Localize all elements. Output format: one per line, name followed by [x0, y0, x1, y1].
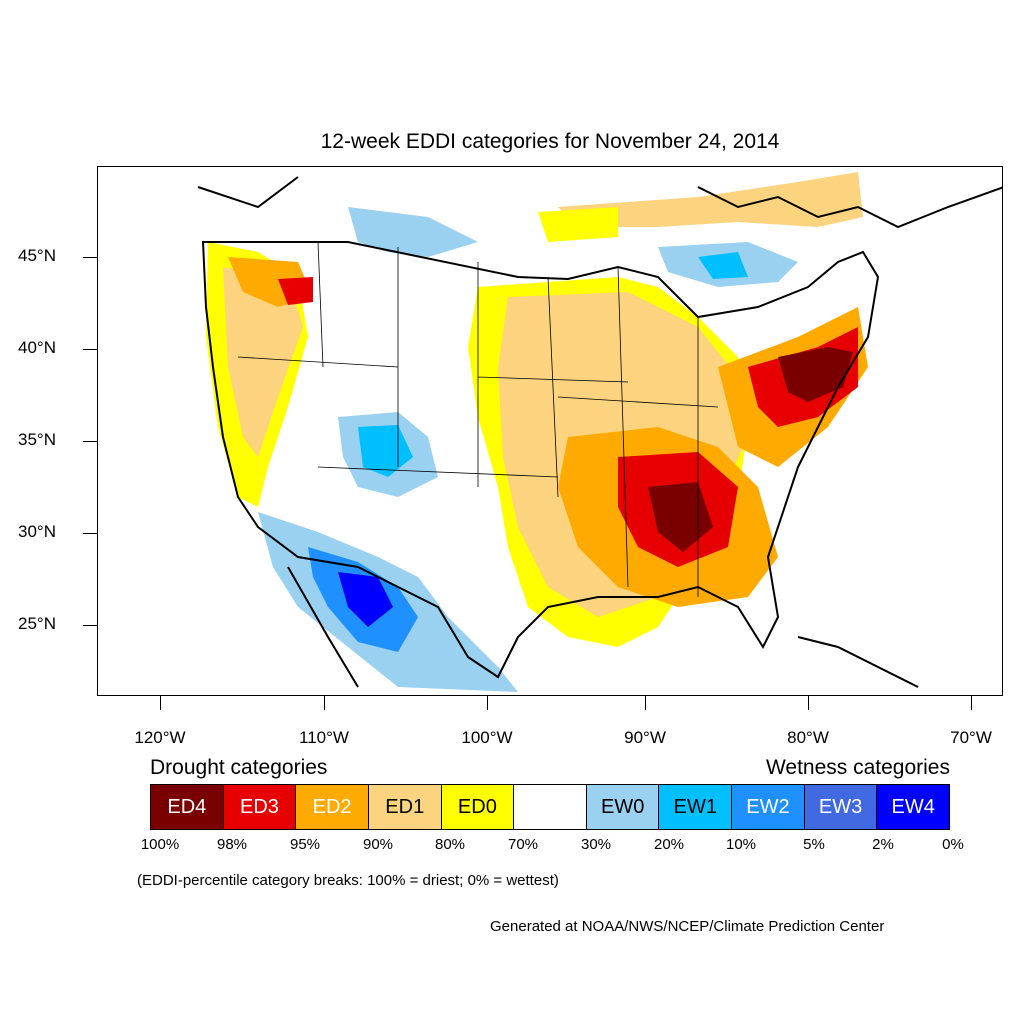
legend-box-ew2: EW2	[732, 785, 805, 829]
legend-box-ew0: EW0	[586, 785, 660, 829]
percent-break: 98%	[216, 836, 248, 853]
lon-label: 80°W	[787, 728, 829, 747]
wet-region-southwest-deepest	[338, 572, 393, 627]
legend-box-ed2: ED2	[296, 785, 369, 829]
legend-label: EW3	[818, 795, 863, 818]
legend-box-ew3: EW3	[804, 785, 878, 829]
legend-box-ed3: ED3	[223, 785, 297, 829]
drought-pacific-nw-ed3	[278, 277, 313, 305]
percent-break: 5%	[803, 836, 825, 853]
drought-heading: Drought categories	[150, 756, 328, 779]
percent-break: 90%	[362, 836, 394, 853]
legend-label: ED3	[240, 795, 279, 818]
state-lines	[237, 241, 719, 597]
percent-break: 30%	[580, 836, 612, 853]
wetness-heading: Wetness categories	[765, 756, 950, 779]
percent-break: 2%	[872, 836, 894, 853]
coastline-north	[197, 176, 1002, 229]
lon-label: 90°W	[624, 728, 666, 747]
lon-tick-120	[160, 696, 161, 710]
wet-region-rockies-core	[358, 425, 413, 477]
category-note: (EDDI-percentile category breaks: 100% =…	[137, 872, 559, 889]
legend-label: ED0	[457, 795, 497, 818]
credit-line: Generated at NOAA/NWS/NCEP/Climate Predi…	[490, 918, 885, 935]
legend-label: ED2	[312, 795, 352, 818]
lon-label: 110°W	[299, 728, 349, 747]
legend-label: EW1	[673, 795, 717, 818]
legend-box-ew1: EW1	[659, 785, 733, 829]
percent-break: 80%	[434, 836, 466, 853]
legend-label: EW0	[600, 795, 645, 818]
lat-tick-35	[83, 441, 97, 442]
category-legend: ED4 ED3 ED2 ED1 ED0 EW0 EW1 EW2 EW3 EW4	[150, 784, 950, 830]
map-title: 12-week EDDI categories for November 24,…	[320, 130, 780, 153]
wet-region-northeast-blue	[698, 252, 748, 279]
lon-tick-90	[645, 696, 646, 710]
lon-label: 70°W	[950, 728, 992, 747]
legend-box-ew4: EW4	[877, 785, 950, 829]
lat-label: 40°N	[18, 338, 56, 357]
drought-west-coast-ed1	[223, 267, 303, 457]
lon-tick-80	[808, 696, 809, 710]
percent-break: 10%	[725, 836, 757, 853]
drought-northeast-yellow	[538, 207, 618, 242]
lat-tick-30	[83, 533, 97, 534]
legend-label: EW4	[891, 795, 935, 818]
lat-tick-45	[83, 257, 97, 258]
legend-box-neutral	[514, 785, 587, 829]
legend-box-ed1: ED1	[368, 785, 442, 829]
legend-box-ed4: ED4	[151, 785, 224, 829]
lat-label: 25°N	[18, 614, 56, 633]
drought-northeast-ed1	[558, 172, 863, 227]
drought-southeast-ed4	[648, 482, 713, 552]
percent-break: 95%	[289, 836, 321, 853]
lat-tick-25	[83, 625, 97, 626]
lat-label: 35°N	[18, 430, 56, 449]
percent-break: 20%	[653, 836, 685, 853]
percent-break: 70%	[507, 836, 539, 853]
drought-east-ed4	[778, 347, 853, 402]
lon-label: 120°W	[134, 728, 186, 747]
wet-region-northern-plains	[348, 207, 478, 257]
legend-label: ED4	[167, 795, 207, 818]
lon-tick-100	[487, 696, 488, 710]
legend-label: EW2	[746, 795, 790, 818]
eddi-map	[97, 166, 1003, 696]
percent-break: 100%	[140, 836, 180, 853]
lat-tick-40	[83, 349, 97, 350]
us-outline	[201, 241, 880, 679]
lon-tick-110	[324, 696, 325, 710]
percent-break: 0%	[942, 836, 964, 853]
coastline-south	[287, 566, 919, 688]
legend-label: ED1	[385, 795, 425, 818]
lat-label: 30°N	[18, 522, 56, 541]
lat-label: 45°N	[18, 246, 56, 265]
legend-box-ed0: ED0	[441, 785, 515, 829]
lon-tick-70	[971, 696, 972, 710]
lon-label: 100°W	[461, 728, 513, 747]
